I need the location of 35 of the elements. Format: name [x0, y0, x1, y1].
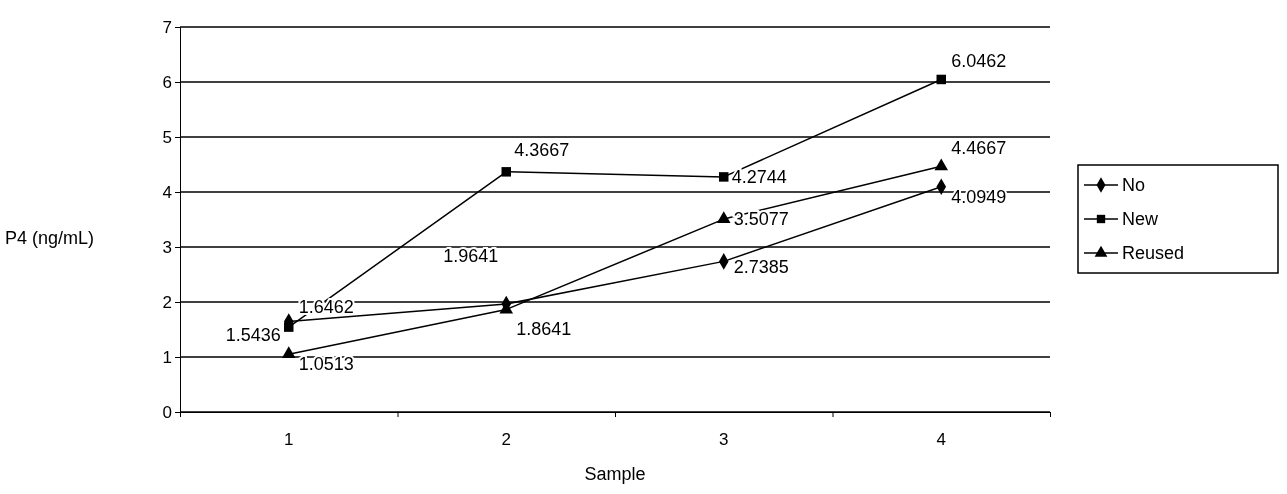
point	[501, 167, 511, 177]
data-label: 4.4667	[951, 138, 1007, 159]
data-label: 4.0949	[951, 186, 1007, 207]
data-label: 2.7385	[733, 257, 789, 278]
y-tick-label: 2	[162, 292, 172, 312]
point	[281, 346, 296, 359]
legend-label: New	[1122, 209, 1160, 229]
y-tick-label: 6	[162, 72, 172, 92]
y-tick-label: 0	[162, 402, 172, 422]
y-tick-label: 7	[162, 17, 172, 37]
x-tick-label: 4	[936, 430, 946, 449]
y-tick-label: 3	[162, 237, 172, 257]
data-label: 1.5436	[225, 325, 281, 346]
data-label: 3.5077	[733, 209, 789, 230]
x-tick-label: 2	[501, 430, 511, 449]
point	[934, 158, 949, 171]
point	[716, 211, 731, 223]
y-tick-label: 1	[162, 347, 172, 367]
y-tick-label: 4	[162, 182, 172, 202]
x-tick-label: 1	[284, 430, 294, 449]
y-tick-label: 5	[162, 127, 172, 147]
data-label: 1.8641	[516, 319, 572, 340]
point	[284, 322, 294, 332]
point	[719, 172, 729, 182]
legend-label: Reused	[1122, 243, 1185, 263]
legend-label: No	[1122, 175, 1146, 195]
y-axis-title: P4 (ng/mL)	[5, 228, 95, 248]
x-tick-label: 3	[719, 430, 729, 449]
point	[936, 74, 946, 85]
x-axis-title: Sample	[584, 464, 646, 484]
data-label: 4.3667	[514, 139, 570, 160]
data-label: 1.9641	[443, 245, 499, 266]
data-label: 6.0462	[951, 51, 1007, 72]
data-label: 1.0513	[298, 354, 354, 375]
data-label: 4.2744	[731, 166, 787, 187]
